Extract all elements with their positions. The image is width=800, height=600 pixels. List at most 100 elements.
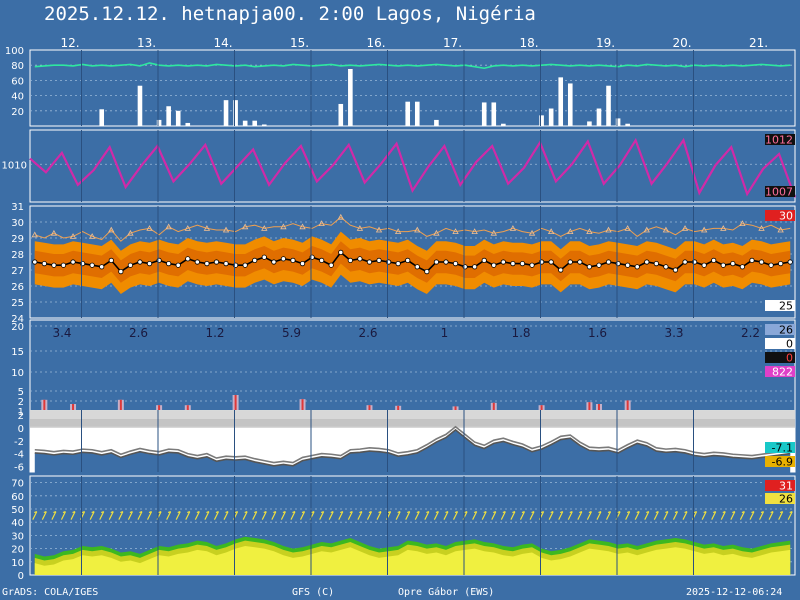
pressure-max-badge: 1012 bbox=[765, 134, 793, 147]
wind-direction-arrow-head bbox=[751, 511, 755, 514]
y-tick-temperature: 30 bbox=[11, 218, 24, 229]
wind-direction-arrow bbox=[605, 511, 612, 520]
wind-direction-arrow-head bbox=[340, 511, 344, 514]
pressure-max-badge-bg bbox=[765, 134, 795, 145]
day-label: 19. bbox=[596, 36, 615, 50]
wind-direction-arrow bbox=[405, 511, 411, 520]
wind-direction-arrow-head bbox=[62, 511, 66, 514]
temperature-mean-dot bbox=[663, 264, 669, 270]
day-label: 12. bbox=[60, 36, 79, 50]
temperature-mean-dot bbox=[510, 260, 516, 267]
y-tick-humidity: 80 bbox=[11, 61, 24, 72]
wind-direction-arrow-head bbox=[617, 511, 621, 514]
y-tick-precipitation: 20 bbox=[11, 322, 24, 333]
cloud-bar bbox=[615, 118, 621, 126]
temperature-max-marker bbox=[299, 223, 306, 230]
wind-direction-arrow bbox=[701, 511, 707, 520]
temperature-mean-dot bbox=[376, 257, 382, 263]
temperature-max-marker bbox=[758, 225, 765, 231]
temperature-mean-dot bbox=[730, 260, 736, 267]
wind-direction-arrow bbox=[787, 511, 793, 520]
precip-bar-core bbox=[43, 399, 46, 410]
temperature-mean-dot bbox=[634, 264, 640, 270]
wind-direction-arrow bbox=[70, 511, 76, 520]
cloud-bar bbox=[338, 103, 344, 126]
temperature-mean-dot bbox=[548, 259, 554, 265]
y-tick-precipitation: 1 bbox=[18, 407, 24, 418]
wind-direction-arrow-head bbox=[120, 511, 124, 514]
y-tick-humidity: 100 bbox=[5, 46, 24, 57]
wind-direction-arrow bbox=[596, 511, 602, 520]
daily-precip-total: 3.4 bbox=[52, 326, 71, 340]
daily-precip-total: 1.2 bbox=[205, 326, 224, 340]
wind-direction-arrow-head bbox=[129, 511, 133, 514]
temperature-max-line bbox=[34, 216, 791, 242]
wind-direction-arrow bbox=[768, 511, 774, 520]
wind-direction-arrow-head bbox=[206, 511, 210, 514]
wind-direction-arrow-head bbox=[282, 511, 286, 514]
wind-direction-arrow bbox=[625, 511, 631, 520]
wind-direction-arrow-head bbox=[330, 511, 334, 514]
wind-direction-arrow-head bbox=[789, 511, 793, 514]
dewpoint-max-badge: -7.1 bbox=[772, 442, 793, 455]
temperature-mean-dot bbox=[319, 257, 325, 263]
wind-direction-arrow-head bbox=[359, 511, 363, 514]
cloud-bar bbox=[156, 119, 162, 126]
wind-direction-arrow bbox=[204, 511, 210, 520]
wind-direction-arrow-head bbox=[177, 511, 181, 514]
cloud-bar bbox=[233, 100, 238, 126]
wind-direction-arrow-head bbox=[550, 511, 554, 514]
temperature-mean-dot bbox=[261, 254, 267, 260]
wind-direction-arrow bbox=[414, 511, 420, 520]
pressure-line bbox=[29, 137, 797, 198]
precip-bar-core bbox=[626, 400, 629, 410]
cloud-bar bbox=[405, 101, 411, 126]
cloud-bar bbox=[434, 119, 439, 126]
wind-direction-arrow-head bbox=[301, 511, 305, 514]
temperature-mean-dot bbox=[51, 262, 57, 268]
dewpoint-min-badge: -6.9 bbox=[772, 456, 793, 469]
precip-badge-26: 26 bbox=[779, 324, 793, 337]
temperature-max-marker bbox=[146, 225, 153, 231]
wind-direction-arrow-head bbox=[148, 511, 152, 514]
temperature-max-marker bbox=[108, 226, 115, 233]
wind-direction-arrow bbox=[730, 511, 736, 520]
temperature-max-badge-bg bbox=[765, 210, 795, 221]
wind-direction-arrow bbox=[41, 511, 47, 520]
daily-precip-total: 3.3 bbox=[664, 326, 683, 340]
y-tick-precipitation: 2 bbox=[18, 397, 24, 408]
wind-direction-arrow-head bbox=[588, 511, 592, 514]
y-tick-precipitation: 5 bbox=[18, 387, 24, 398]
wind-direction-arrow bbox=[242, 511, 248, 520]
wind-direction-arrow-head bbox=[445, 511, 449, 514]
precip-bar-core bbox=[119, 399, 122, 410]
temperature-max-marker bbox=[261, 225, 268, 231]
temperature-mean-dot bbox=[558, 267, 564, 273]
footer-timestamp: 2025-12-12-06:24 bbox=[686, 587, 783, 598]
temperature-mean-dot bbox=[41, 260, 47, 267]
temperature-mean-dot bbox=[204, 260, 210, 267]
wind-direction-arrow bbox=[166, 511, 172, 520]
wind-direction-arrow bbox=[567, 511, 573, 520]
precip-badge-822-bg bbox=[765, 366, 795, 377]
temperature-max-marker bbox=[643, 226, 650, 233]
wind-direction-arrow-head bbox=[502, 511, 506, 514]
wind-direction-arrow bbox=[280, 511, 286, 520]
footer-author: Opre Gábor (EWS) bbox=[398, 587, 495, 598]
temperature-mean-dot bbox=[567, 259, 573, 265]
y-tick-humidity: 60 bbox=[11, 76, 24, 87]
cloud-bar bbox=[252, 120, 258, 126]
cloud-bar bbox=[175, 110, 181, 126]
y-tick-precipitation: 15 bbox=[11, 347, 24, 358]
wind-direction-arrow bbox=[290, 511, 296, 520]
panel-frame bbox=[29, 49, 796, 127]
cloud-bar bbox=[99, 109, 105, 126]
temperature-max-marker bbox=[222, 226, 230, 233]
temperature-mean-dot bbox=[424, 268, 430, 275]
wind-direction-arrow-head bbox=[110, 511, 114, 514]
temperature-mean-dot bbox=[519, 260, 526, 267]
temperature-mean-dot bbox=[443, 259, 449, 265]
temperature-max-marker bbox=[720, 225, 727, 231]
wind-direction-arrow bbox=[194, 511, 200, 520]
wind-direction-arrow bbox=[491, 511, 497, 520]
